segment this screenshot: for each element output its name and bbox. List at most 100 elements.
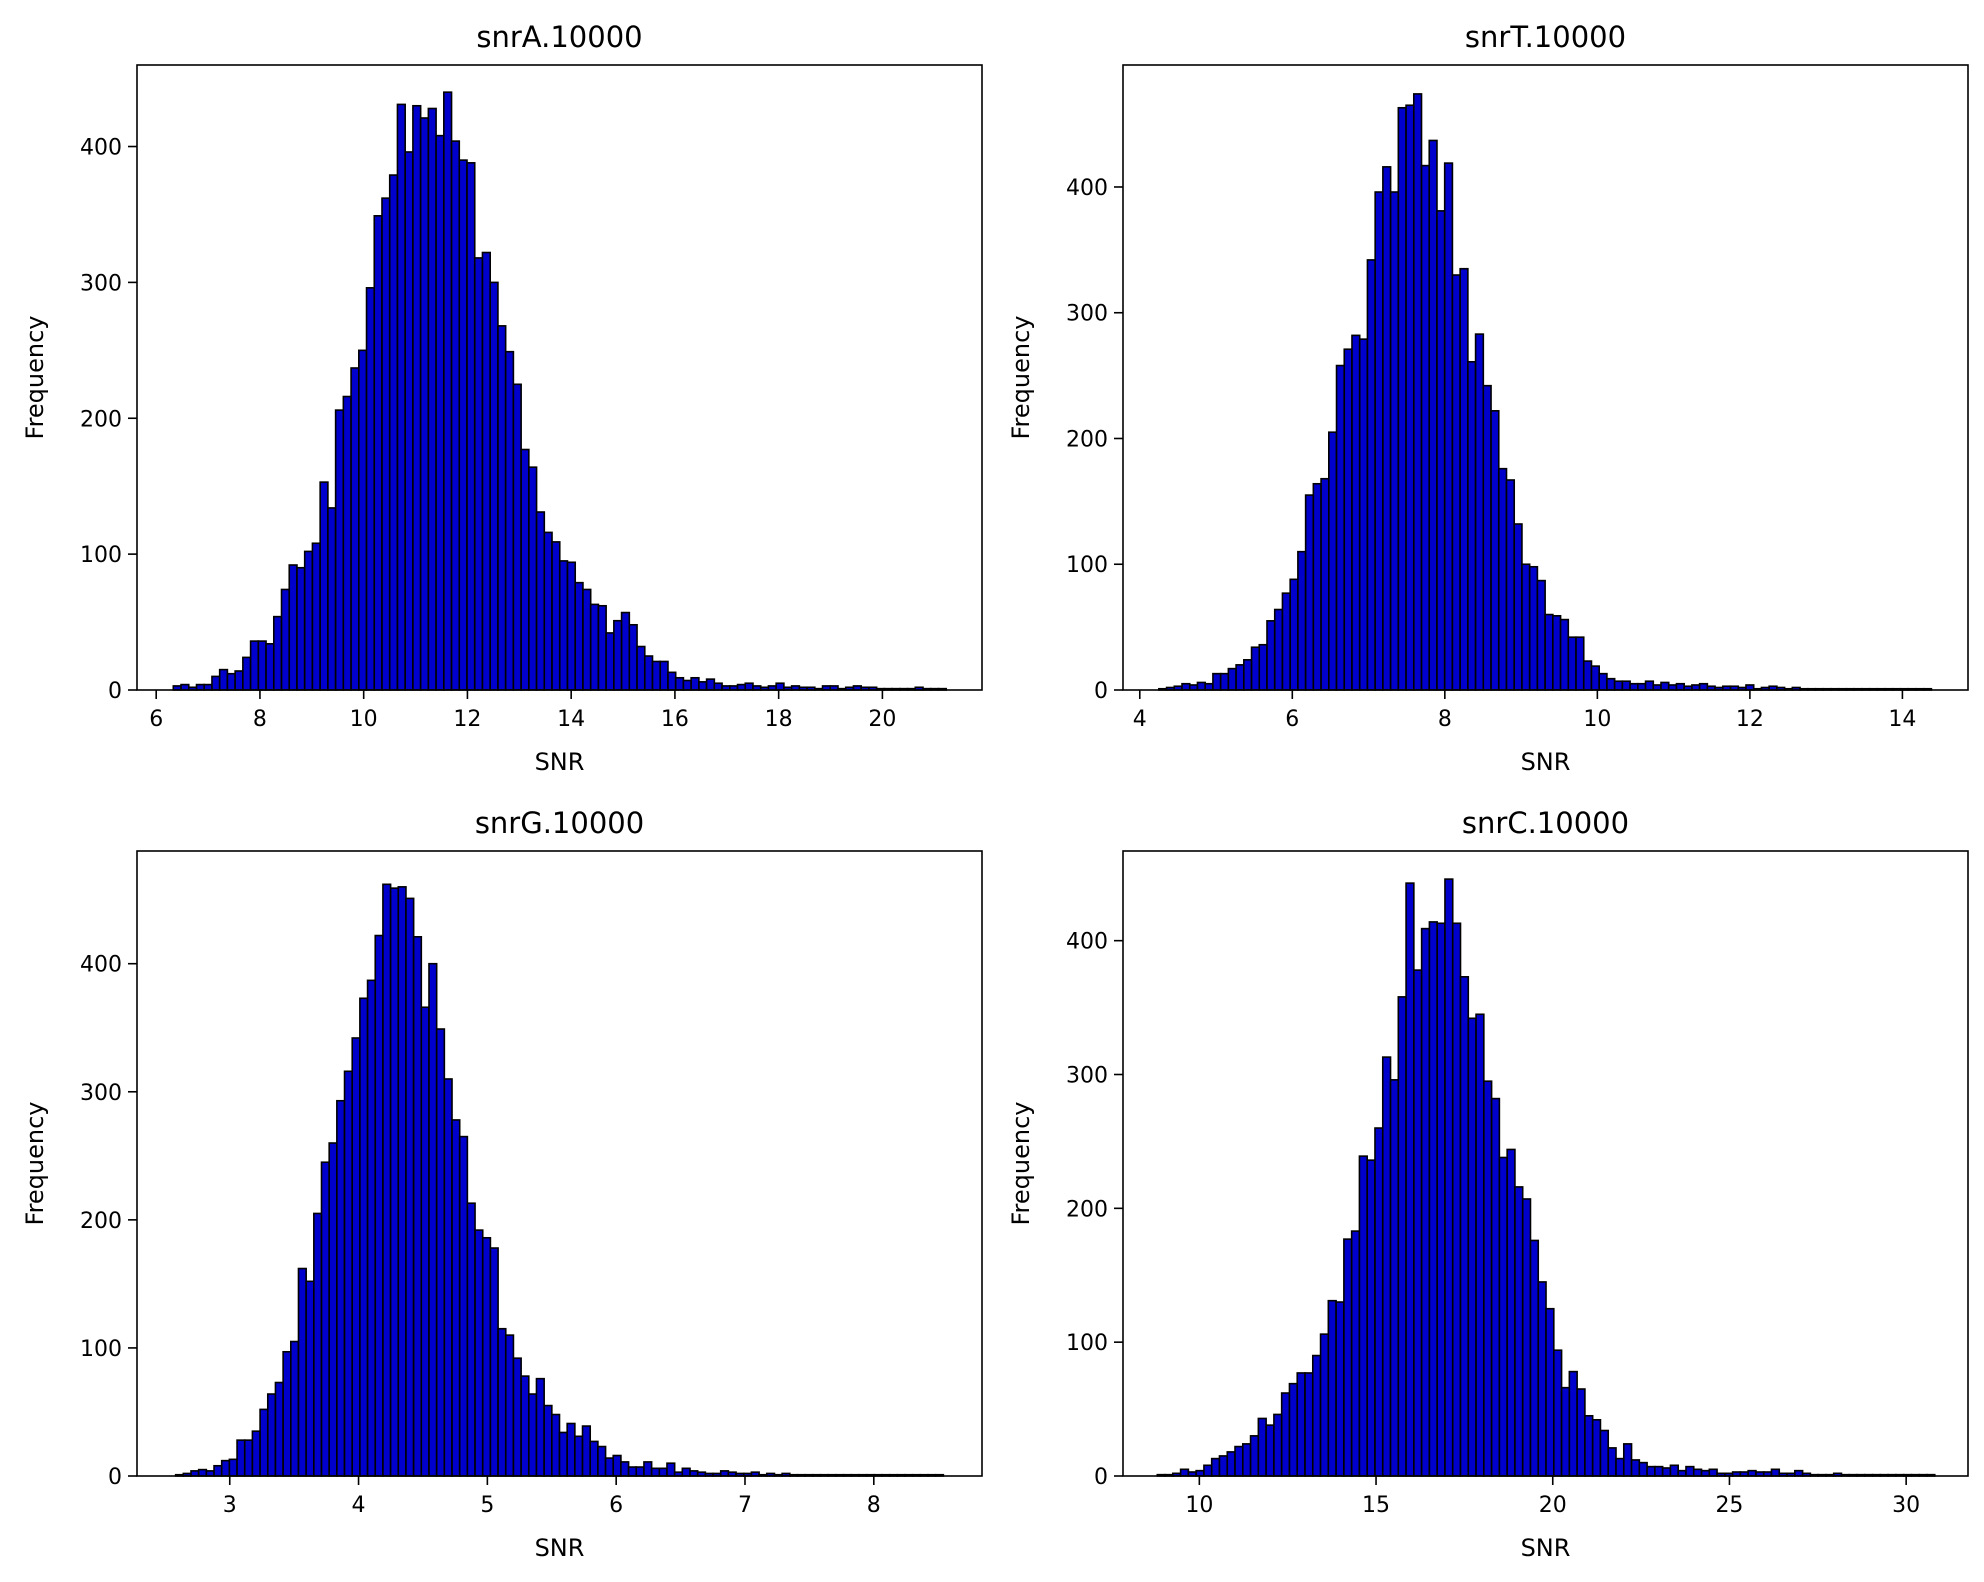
y-tick-label: 400 bbox=[1066, 930, 1108, 955]
x-tick-label: 6 bbox=[149, 707, 163, 732]
axes-frame bbox=[1122, 64, 1969, 691]
axes-frame bbox=[1122, 850, 1969, 1477]
histogram-bar bbox=[381, 197, 391, 691]
histogram-bar bbox=[1451, 922, 1462, 1477]
histogram-bar bbox=[197, 1468, 208, 1477]
histogram-bar bbox=[251, 1430, 261, 1477]
histogram-panel: 3 4 5 6 7 8 0 100 200 300 400 snrG.10000 SNR Frequenc… bbox=[21, 806, 983, 1562]
histogram-bar bbox=[628, 623, 638, 691]
histogram-bar bbox=[1661, 1467, 1672, 1477]
histogram-bar bbox=[1675, 682, 1685, 691]
histogram-bar bbox=[443, 91, 453, 691]
x-tick-label: 25 bbox=[1715, 1493, 1743, 1518]
histogram-bar bbox=[1444, 878, 1454, 1477]
histogram-bar bbox=[612, 1454, 622, 1477]
chart-title: snrC.10000 bbox=[1462, 806, 1629, 840]
histogram-bar bbox=[558, 1431, 568, 1477]
histogram-bar bbox=[1381, 1056, 1392, 1477]
histogram-bar bbox=[1692, 1468, 1703, 1477]
histogram-bar bbox=[1320, 477, 1330, 691]
histogram-bar bbox=[288, 564, 298, 691]
histogram-bar bbox=[1528, 565, 1539, 691]
histogram-bar bbox=[1576, 1388, 1586, 1477]
x-axis-label: SNR bbox=[535, 1534, 585, 1562]
x-tick-label: 12 bbox=[1736, 707, 1764, 732]
histogram-bar bbox=[1475, 1013, 1485, 1477]
histogram-bar bbox=[234, 670, 244, 691]
histogram-bar bbox=[1598, 672, 1608, 691]
y-tick-label: 200 bbox=[80, 407, 122, 432]
histogram-bar bbox=[1474, 333, 1485, 691]
histogram-bar bbox=[220, 1459, 231, 1477]
histogram-bar bbox=[651, 660, 662, 691]
histogram-bar bbox=[1257, 1417, 1267, 1477]
histogram-bar bbox=[1350, 1230, 1361, 1477]
x-axis-label: SNR bbox=[1521, 748, 1571, 776]
x-tick-label: 10 bbox=[1583, 707, 1611, 732]
histogram-bar bbox=[690, 676, 700, 691]
x-tick-label: 3 bbox=[223, 1493, 237, 1518]
histogram-bar bbox=[1505, 479, 1516, 691]
histogram-bars bbox=[1156, 878, 1936, 1477]
x-tick-label: 8 bbox=[1438, 707, 1452, 732]
histogram-bar bbox=[1203, 1464, 1213, 1477]
histogram-bar bbox=[1459, 975, 1470, 1477]
x-tick-label: 14 bbox=[557, 707, 585, 732]
histogram-bar bbox=[259, 1408, 269, 1477]
histogram-bar bbox=[643, 655, 654, 691]
histogram-bar bbox=[1575, 636, 1585, 691]
histogram-bar bbox=[1226, 1451, 1236, 1477]
histogram-bar bbox=[1358, 338, 1369, 691]
x-tick-label: 14 bbox=[1888, 707, 1916, 732]
histogram-bar bbox=[1521, 563, 1531, 691]
histogram-bar bbox=[427, 107, 437, 691]
histogram-bar bbox=[404, 151, 414, 691]
histogram-bar bbox=[1389, 1079, 1400, 1477]
histogram-bar bbox=[289, 1340, 300, 1477]
histogram-bar bbox=[520, 448, 530, 691]
histogram-bar bbox=[435, 1028, 446, 1477]
x-axis-label: SNR bbox=[535, 748, 585, 776]
y-axis-label: Frequency bbox=[1007, 1102, 1035, 1226]
histogram-bar bbox=[203, 683, 213, 691]
histogram-bar bbox=[257, 640, 267, 691]
y-tick-label: 300 bbox=[80, 271, 122, 296]
x-tick-label: 8 bbox=[253, 707, 267, 732]
histogram-bars bbox=[1158, 93, 1933, 691]
histogram-bar bbox=[1358, 1155, 1369, 1477]
histogram-bar bbox=[597, 604, 607, 691]
histogram-bar bbox=[1311, 1354, 1322, 1477]
histogram-bar bbox=[1181, 682, 1191, 691]
histogram-bar bbox=[489, 281, 499, 691]
histogram-bar bbox=[334, 409, 345, 691]
histogram-bar bbox=[1258, 643, 1268, 691]
histogram-bar bbox=[1529, 1239, 1540, 1477]
histogram-bar bbox=[1335, 1301, 1345, 1477]
histogram-bar bbox=[1412, 93, 1423, 691]
histogram-bar bbox=[1545, 1307, 1555, 1477]
histogram-bar bbox=[1677, 1469, 1687, 1477]
y-tick-label: 0 bbox=[108, 1465, 122, 1490]
histogram-bar bbox=[744, 682, 754, 691]
histogram-bar bbox=[604, 1457, 615, 1477]
histogram-bar bbox=[1234, 1445, 1244, 1477]
x-tick-label: 6 bbox=[1285, 707, 1299, 732]
histogram-bar bbox=[1482, 384, 1492, 691]
axes-frame bbox=[136, 64, 983, 691]
histogram-bar bbox=[1219, 672, 1230, 691]
histogram-bar bbox=[1436, 922, 1446, 1477]
histogram-bar bbox=[242, 656, 252, 691]
y-tick-label: 300 bbox=[80, 1081, 122, 1106]
histogram-bar bbox=[736, 683, 747, 691]
x-tick-label: 20 bbox=[1539, 1493, 1567, 1518]
histogram-bar bbox=[389, 887, 400, 1477]
histogram-bar bbox=[1467, 1017, 1477, 1477]
histogram-bar bbox=[1343, 1238, 1353, 1477]
histogram-bar bbox=[1567, 636, 1577, 691]
histogram-bar bbox=[419, 117, 430, 691]
histogram-bar bbox=[405, 897, 415, 1477]
histogram-bar bbox=[1196, 681, 1206, 691]
histogram-bar bbox=[428, 962, 438, 1477]
histogram-bar bbox=[574, 581, 584, 691]
chart-title: snrT.10000 bbox=[1465, 20, 1626, 54]
